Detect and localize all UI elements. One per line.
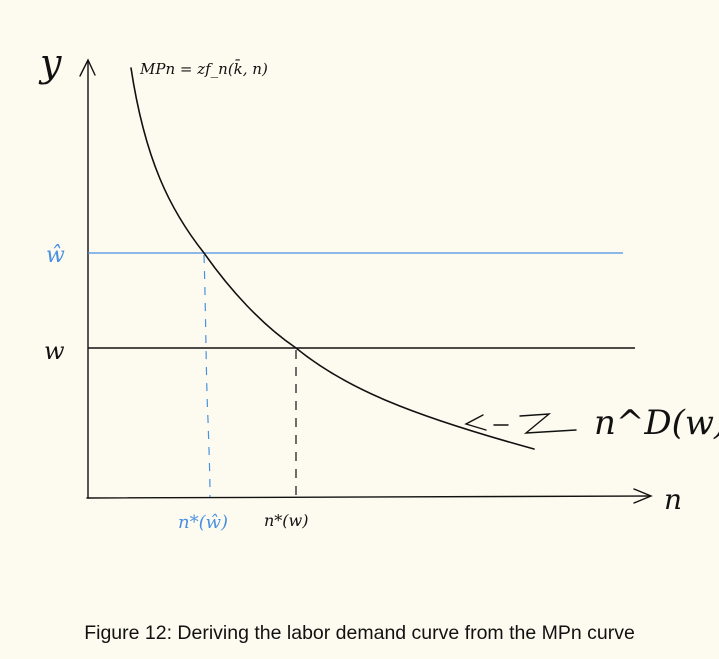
n-star-low-label: n*(w) [264, 511, 308, 530]
y-axis [79, 58, 96, 499]
wage-high-label: ŵ [46, 243, 65, 268]
demand-arrow [464, 413, 577, 434]
y-axis-label: y [38, 41, 62, 85]
x-axis [86, 488, 653, 504]
n-star-high-label: n*(ŵ) [178, 512, 228, 533]
mpn-curve [130, 67, 535, 450]
wage-low-label: w [44, 337, 65, 365]
demand-label: n^D(w) [594, 403, 719, 443]
figure-caption: Figure 12: Deriving the labor demand cur… [84, 622, 635, 644]
x-axis-label: n [664, 483, 682, 516]
curve-label: MPn = zf_n(k̄, n) [139, 60, 268, 78]
wage-high-dropline [203, 254, 211, 498]
